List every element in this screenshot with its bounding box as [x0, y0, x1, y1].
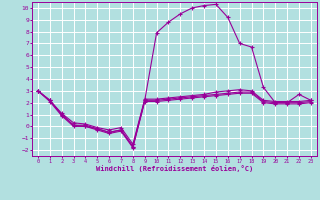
X-axis label: Windchill (Refroidissement éolien,°C): Windchill (Refroidissement éolien,°C)	[96, 165, 253, 172]
